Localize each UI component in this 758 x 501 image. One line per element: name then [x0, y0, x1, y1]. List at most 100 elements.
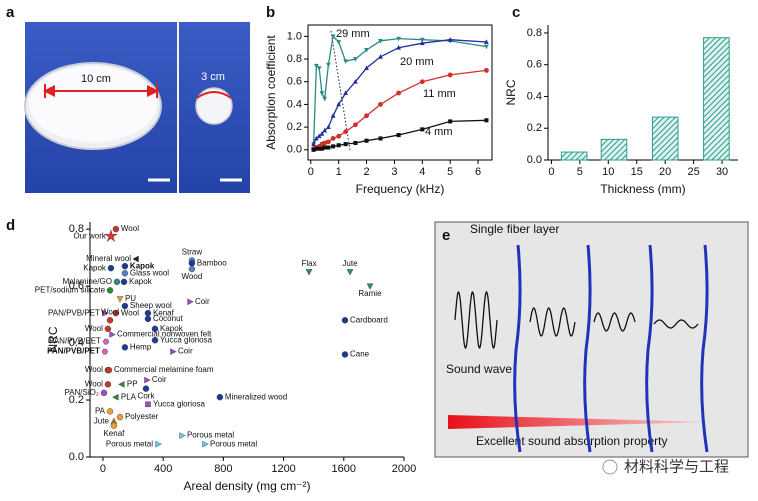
plot-frame [307, 24, 493, 161]
point-label: Flax [301, 259, 316, 268]
point-label: Porous metal [187, 431, 234, 440]
size-arrow [196, 91, 232, 99]
marker [325, 139, 331, 145]
marker [331, 144, 336, 149]
point-label: Ramie [358, 289, 382, 298]
y-tick-label: 0.4 [287, 98, 302, 110]
marker [484, 39, 489, 44]
point-label: Commercial nonwoven felt [117, 330, 212, 339]
marker [104, 325, 112, 333]
marker [202, 440, 209, 448]
marker [396, 90, 402, 96]
series-label: 20 mm [400, 56, 434, 68]
marker [366, 283, 374, 290]
series-label: 4 mm [425, 126, 453, 138]
marker [314, 135, 319, 141]
sound-wave [529, 307, 576, 337]
diagram-title: Single fiber layer [470, 222, 559, 236]
panel-a: a 10 cm 3 cm [6, 4, 250, 193]
point-label: Mineralized wood [225, 392, 287, 401]
annotation-line [330, 30, 351, 151]
point-label: Porous metal [106, 439, 153, 448]
marker [121, 262, 129, 270]
marker [314, 146, 319, 151]
marker [170, 348, 177, 355]
x-tick-label: 3 [391, 166, 397, 178]
marker [110, 422, 118, 429]
point-label: Porous metal [210, 439, 257, 448]
marker [353, 140, 358, 146]
point-label: PA [95, 407, 106, 416]
marker [121, 344, 129, 351]
panel-label: c [512, 4, 520, 21]
x-tick-label: 5 [577, 166, 583, 178]
marker [107, 264, 115, 272]
point-label: PAN/PVB/PET [48, 308, 100, 317]
marker [101, 348, 109, 355]
bar [651, 116, 679, 161]
panel-label: a [6, 4, 15, 21]
point-label: Cardboard [350, 315, 388, 324]
marker [448, 119, 453, 124]
point-label: Our work [73, 231, 106, 240]
marker [378, 136, 383, 141]
bar [600, 138, 628, 161]
point-label: Kapok [83, 263, 107, 272]
marker [336, 40, 342, 45]
marker [330, 34, 336, 39]
watermark: 材料科学与工程 [624, 458, 729, 476]
x-tick-label: 2 [363, 166, 369, 178]
point-label: Coir [178, 347, 193, 356]
x-tick-label: 1 [336, 166, 342, 178]
marker [364, 113, 369, 119]
x-tick-label: 20 [659, 166, 671, 178]
point-label: Kenaf [103, 429, 125, 438]
gradient-arrow [448, 415, 712, 429]
marker [106, 287, 114, 294]
marker [104, 381, 112, 388]
marker [102, 338, 110, 345]
marker [102, 309, 109, 317]
marker [311, 141, 316, 146]
marker [326, 145, 331, 150]
x-axis-title: Thickness (mm) [600, 182, 685, 196]
point-label: Polyester [125, 412, 159, 421]
marker [396, 133, 401, 138]
fiber [645, 244, 654, 453]
y-axis-title: Absorption coefficient [264, 35, 278, 150]
marker [343, 90, 348, 95]
marker [305, 269, 313, 276]
panel-label: e [442, 227, 450, 244]
x-tick-label: 4 [419, 166, 425, 178]
point-label: Melamine/GO [63, 277, 112, 286]
y-tick-label: 0.2 [69, 394, 84, 406]
marker [343, 142, 348, 147]
marker [420, 127, 425, 132]
marker [378, 54, 383, 59]
series-label: 11 mm [423, 88, 456, 100]
marker [447, 72, 453, 78]
marker [317, 146, 322, 151]
point-label: Jute [94, 417, 110, 426]
marker [188, 265, 196, 273]
marker [364, 138, 369, 143]
marker [341, 317, 349, 324]
marker [341, 351, 349, 358]
marker [322, 145, 327, 150]
point-label: Bamboo [197, 258, 227, 267]
marker [116, 413, 124, 421]
point-label: Sheep wool [130, 301, 172, 310]
marker [105, 366, 113, 374]
marker [155, 440, 162, 448]
marker [216, 393, 224, 401]
marker [484, 118, 489, 123]
sound-wave [653, 319, 699, 329]
point-label: Yucca gloriosa [160, 335, 213, 344]
marker [343, 129, 349, 135]
marker [112, 393, 119, 401]
y-tick-label: 0.0 [527, 154, 542, 166]
marker [326, 124, 331, 129]
marker [311, 147, 316, 152]
x-tick-label: 400 [154, 463, 172, 475]
